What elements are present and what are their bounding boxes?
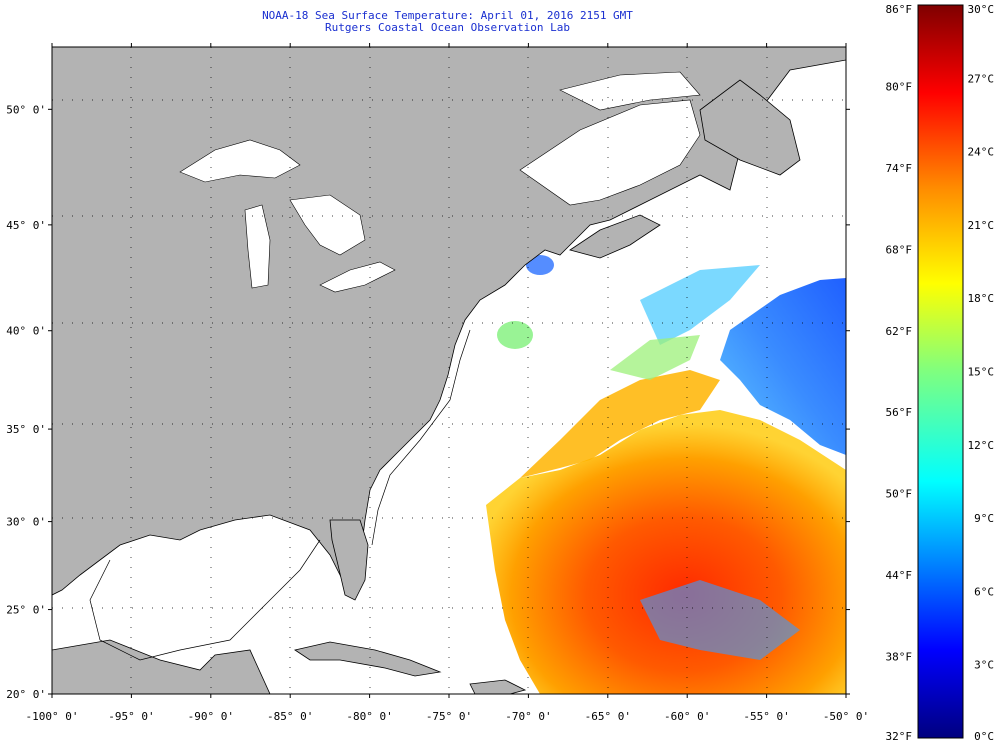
sst-gulf-maine-patch xyxy=(526,255,554,275)
sst-cool-streaks xyxy=(640,265,760,345)
map-subtitle: Rutgers Coastal Ocean Observation Lab xyxy=(324,21,571,34)
colorbar-c-label: 0°C xyxy=(974,730,994,743)
lat-label: 30° 0' xyxy=(6,516,46,529)
colorbar-fahrenheit-labels: 86°F 80°F 74°F 68°F 62°F 56°F 50°F 44°F 38°F 32°F xyxy=(886,3,913,743)
lon-label: -80° 0' xyxy=(346,710,392,723)
colorbar-f-label: 86°F xyxy=(886,3,913,16)
land-north-america xyxy=(52,47,846,596)
lat-label: 35° 0' xyxy=(6,423,46,436)
colorbar-f-label: 50°F xyxy=(886,488,913,501)
colorbar xyxy=(917,4,964,739)
colorbar-celsius-labels: 30°C 27°C 24°C 21°C 18°C 15°C 12°C 9°C 6°C 3°C 0°C xyxy=(968,3,995,743)
colorbar-f-label: 38°F xyxy=(886,651,913,664)
sst-blue-speckles xyxy=(640,580,800,660)
sst-coastal-patch xyxy=(497,321,533,349)
lat-label: 40° 0' xyxy=(6,325,46,338)
map-title: NOAA-18 Sea Surface Temperature: April 0… xyxy=(262,9,633,22)
colorbar-c-label: 24°C xyxy=(968,146,995,159)
lon-label: -65° 0' xyxy=(585,710,631,723)
lon-label: -70° 0' xyxy=(505,710,551,723)
colorbar-c-label: 18°C xyxy=(968,292,995,305)
colorbar-f-label: 44°F xyxy=(886,569,913,582)
latitude-labels: 50° 0' 45° 0' 40° 0' 35° 0' 30° 0' 25° 0' 20° … xyxy=(6,103,46,701)
land-newfoundland xyxy=(699,79,801,176)
colorbar-f-label: 62°F xyxy=(886,325,913,338)
lon-label: -55° 0' xyxy=(743,710,789,723)
hudson-bay-inlet xyxy=(559,71,701,111)
axis-ticks xyxy=(48,43,850,698)
colorbar-c-label: 9°C xyxy=(974,512,994,525)
lon-label: -100° 0' xyxy=(26,710,79,723)
lon-label: -60° 0' xyxy=(664,710,710,723)
colorbar-c-label: 27°C xyxy=(968,72,995,85)
land-florida xyxy=(329,519,369,601)
land-hispaniola xyxy=(469,679,527,694)
sst-cold-region xyxy=(720,278,846,455)
lon-label: -95° 0' xyxy=(108,710,154,723)
gulf-st-lawrence xyxy=(519,99,701,206)
lat-label: 20° 0' xyxy=(6,688,46,701)
lat-label: 45° 0' xyxy=(6,219,46,232)
lake-michigan-huron xyxy=(244,194,366,289)
colorbar-c-label: 15°C xyxy=(968,366,995,379)
colorbar-f-label: 80°F xyxy=(886,80,913,93)
sst-mid-region xyxy=(520,370,720,478)
colorbar-c-label: 30°C xyxy=(968,3,995,16)
lon-label: -75° 0' xyxy=(426,710,472,723)
colorbar-c-label: 21°C xyxy=(968,219,995,232)
colorbar-c-label: 6°C xyxy=(974,585,994,598)
lat-label: 25° 0' xyxy=(6,604,46,617)
land-yucatan xyxy=(52,639,271,694)
colorbar-f-label: 74°F xyxy=(886,162,913,175)
lon-label: -85° 0' xyxy=(267,710,313,723)
sst-green-streaks xyxy=(610,335,700,380)
longitude-labels: -100° 0' -95° 0' -90° 0' -85° 0' -80° 0' -75°… xyxy=(26,710,870,723)
shelf-contour xyxy=(89,329,471,661)
lat-label: 50° 0' xyxy=(6,103,46,116)
lon-label: -90° 0' xyxy=(188,710,234,723)
land-cuba xyxy=(294,641,442,677)
land-nova-scotia xyxy=(569,214,661,259)
colorbar-f-label: 56°F xyxy=(886,406,913,419)
colorbar-c-label: 3°C xyxy=(974,659,994,672)
colorbar-f-label: 32°F xyxy=(886,730,913,743)
lon-label: -50° 0' xyxy=(823,710,869,723)
colorbar-c-label: 12°C xyxy=(968,439,995,452)
lake-superior xyxy=(179,139,301,183)
lake-erie xyxy=(319,261,396,293)
colorbar-f-label: 68°F xyxy=(886,243,913,256)
